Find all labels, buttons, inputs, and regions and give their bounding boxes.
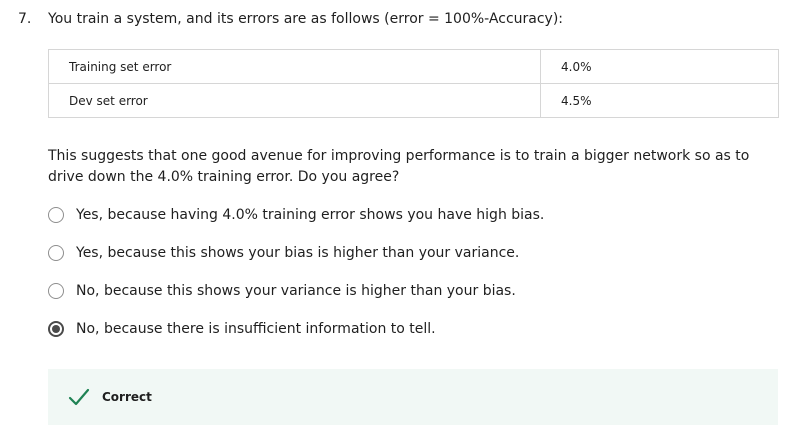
answer-option-1[interactable]: Yes, because having 4.0% training error … [48, 206, 544, 224]
table-cell-label: Dev set error [48, 83, 541, 118]
feedback-banner: Correct [48, 369, 778, 425]
question-text: You train a system, and its errors are a… [48, 11, 564, 27]
answer-option-4[interactable]: No, because there is insufficient inform… [48, 320, 436, 338]
option-label: Yes, because having 4.0% training error … [76, 207, 545, 223]
feedback-label: Correct [102, 390, 152, 404]
table-row: Training set error 4.0% [48, 49, 779, 84]
table-cell-value: 4.5% [540, 83, 779, 118]
question-prompt: This suggests that one good avenue for i… [48, 148, 750, 185]
radio-button-selected[interactable] [48, 321, 64, 337]
radio-button[interactable] [48, 207, 64, 223]
question-number: 7. [18, 11, 32, 27]
radio-button[interactable] [48, 283, 64, 299]
table-cell-label: Training set error [48, 49, 541, 84]
table-cell-value: 4.0% [540, 49, 779, 84]
table-row: Dev set error 4.5% [48, 83, 779, 118]
radio-button[interactable] [48, 245, 64, 261]
answer-option-3[interactable]: No, because this shows your variance is … [48, 282, 516, 300]
check-icon [68, 388, 90, 406]
option-label: No, because this shows your variance is … [76, 283, 516, 299]
answer-option-2[interactable]: Yes, because this shows your bias is hig… [48, 244, 519, 262]
option-label: Yes, because this shows your bias is hig… [76, 245, 520, 261]
error-table: Training set error 4.0% Dev set error 4.… [48, 49, 779, 118]
option-label: No, because there is insufficient inform… [76, 321, 436, 337]
